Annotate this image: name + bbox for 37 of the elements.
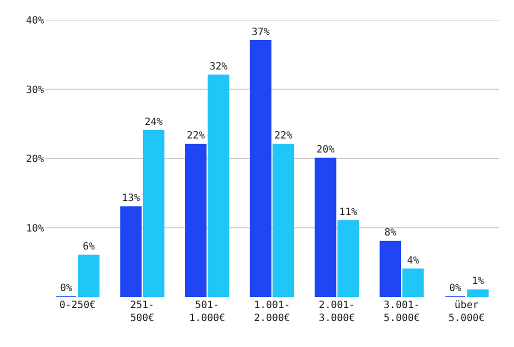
bar <box>402 268 424 297</box>
x-tick-label: 1.001- 2.000€ <box>254 300 290 324</box>
bar <box>120 206 142 297</box>
bar <box>272 144 294 297</box>
x-tick-label: 2.001- 3.000€ <box>318 300 355 324</box>
bar <box>185 144 207 297</box>
x-tick-label: über 5.000€ <box>448 300 485 324</box>
data-label: 32% <box>209 61 228 72</box>
bar <box>380 240 402 297</box>
data-label: 4% <box>407 255 420 266</box>
bar <box>250 40 272 297</box>
data-label: 20% <box>316 144 335 156</box>
data-label: 13% <box>122 192 140 204</box>
data-label: 11% <box>339 206 358 218</box>
x-tick-label: 501- 1.000€ <box>189 300 226 324</box>
data-label: 37% <box>252 26 270 38</box>
data-label: 8% <box>384 228 396 239</box>
y-tick-label: 40% <box>26 16 44 26</box>
y-tick-label: 20% <box>26 154 44 165</box>
data-label: 22% <box>186 130 205 142</box>
x-tick-label: 0-250€ <box>59 300 96 311</box>
bar <box>337 220 359 297</box>
bar <box>208 74 230 297</box>
data-label: 1% <box>472 276 484 288</box>
bar <box>467 289 489 297</box>
y-tick-label: 30% <box>26 84 44 96</box>
bar <box>78 254 100 297</box>
data-label: 22% <box>274 130 292 142</box>
x-tick-label: 251- 500€ <box>130 300 154 324</box>
data-label: 24% <box>144 116 163 128</box>
bar <box>142 130 164 297</box>
bar <box>314 158 336 297</box>
x-tick-label: 3.001- 5.000€ <box>384 300 420 324</box>
data-label: 6% <box>82 241 95 252</box>
data-label: 0% <box>60 283 72 294</box>
y-tick-label: 10% <box>26 223 44 234</box>
data-label: 0% <box>449 283 462 294</box>
